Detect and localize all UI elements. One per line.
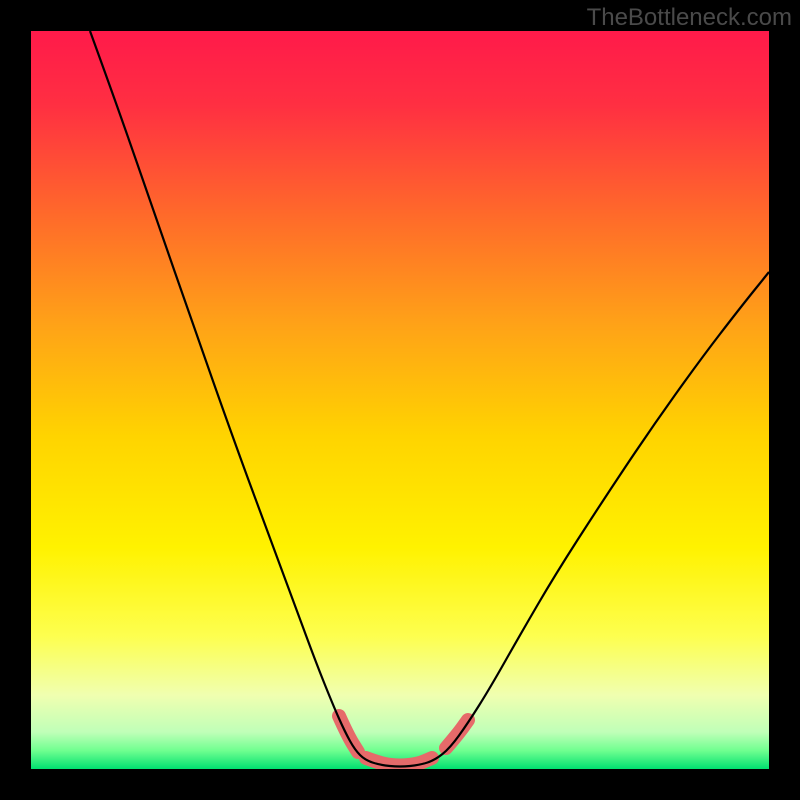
watermark-text: TheBottleneck.com [587, 4, 792, 32]
bottleneck-curve-chart [0, 0, 800, 800]
gradient-background [31, 31, 769, 769]
